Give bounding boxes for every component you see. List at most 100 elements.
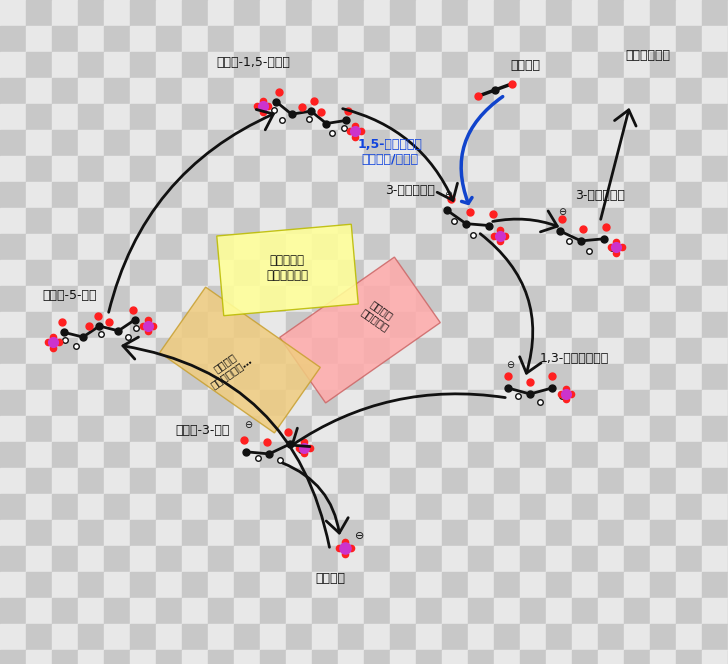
Bar xyxy=(208,468,234,494)
Bar xyxy=(468,494,494,520)
Bar xyxy=(26,182,52,208)
Bar xyxy=(78,26,104,52)
Bar xyxy=(260,156,286,182)
Bar xyxy=(546,650,572,664)
Bar xyxy=(52,234,78,260)
Bar xyxy=(130,416,156,442)
Bar xyxy=(650,338,676,364)
Bar xyxy=(468,0,494,26)
Bar xyxy=(390,494,416,520)
Bar xyxy=(676,338,702,364)
Bar xyxy=(104,104,130,130)
Bar xyxy=(468,182,494,208)
Bar xyxy=(0,26,26,52)
Bar xyxy=(0,338,26,364)
Text: ⊖: ⊖ xyxy=(558,207,566,217)
Bar xyxy=(130,26,156,52)
Bar xyxy=(0,598,26,624)
Bar xyxy=(182,0,208,26)
Bar xyxy=(416,208,442,234)
Bar xyxy=(260,52,286,78)
Bar xyxy=(182,286,208,312)
Bar xyxy=(416,572,442,598)
Bar xyxy=(260,130,286,156)
Bar xyxy=(104,624,130,650)
Bar xyxy=(468,598,494,624)
Bar xyxy=(312,442,338,468)
Bar xyxy=(0,364,26,390)
Text: 中央代謝途徑: 中央代謝途徑 xyxy=(625,48,670,62)
Bar xyxy=(260,286,286,312)
Bar xyxy=(572,208,598,234)
Bar xyxy=(338,0,364,26)
Bar xyxy=(0,182,26,208)
Bar xyxy=(286,104,312,130)
Bar xyxy=(26,546,52,572)
Bar xyxy=(104,312,130,338)
Bar xyxy=(182,78,208,104)
Bar xyxy=(260,104,286,130)
Bar xyxy=(312,260,338,286)
Bar xyxy=(702,312,728,338)
Bar xyxy=(156,312,182,338)
Bar xyxy=(494,572,520,598)
Bar xyxy=(104,572,130,598)
Bar xyxy=(78,650,104,664)
Bar xyxy=(702,0,728,26)
Bar xyxy=(442,650,468,664)
Bar xyxy=(364,0,390,26)
Bar xyxy=(416,52,442,78)
Bar xyxy=(26,312,52,338)
Bar xyxy=(546,234,572,260)
Bar xyxy=(130,442,156,468)
Bar xyxy=(676,572,702,598)
Bar xyxy=(442,624,468,650)
Bar xyxy=(338,286,364,312)
Bar xyxy=(650,546,676,572)
Bar xyxy=(104,52,130,78)
Bar xyxy=(156,390,182,416)
Bar xyxy=(182,416,208,442)
Bar xyxy=(572,26,598,52)
Bar xyxy=(442,0,468,26)
Bar xyxy=(702,338,728,364)
Bar xyxy=(182,26,208,52)
Bar xyxy=(650,0,676,26)
Bar xyxy=(208,78,234,104)
Bar xyxy=(156,286,182,312)
Bar xyxy=(702,182,728,208)
Bar xyxy=(52,546,78,572)
Bar xyxy=(676,390,702,416)
Bar xyxy=(494,286,520,312)
Bar xyxy=(650,468,676,494)
Bar xyxy=(156,338,182,364)
Text: 3-磷酸甸油酸: 3-磷酸甸油酸 xyxy=(385,183,435,197)
Bar xyxy=(442,494,468,520)
Bar xyxy=(494,468,520,494)
Bar xyxy=(104,0,130,26)
Bar xyxy=(702,78,728,104)
Bar xyxy=(416,312,442,338)
Bar xyxy=(416,130,442,156)
Bar xyxy=(676,156,702,182)
Bar xyxy=(416,104,442,130)
Bar xyxy=(598,130,624,156)
Bar xyxy=(624,78,650,104)
Bar xyxy=(78,104,104,130)
Bar xyxy=(338,260,364,286)
Bar xyxy=(104,494,130,520)
Bar xyxy=(468,208,494,234)
Bar xyxy=(676,312,702,338)
Bar xyxy=(234,130,260,156)
Bar xyxy=(338,442,364,468)
Bar xyxy=(338,390,364,416)
Bar xyxy=(520,260,546,286)
Bar xyxy=(572,104,598,130)
Bar xyxy=(364,182,390,208)
Bar xyxy=(104,234,130,260)
Bar xyxy=(78,286,104,312)
Bar xyxy=(442,26,468,52)
Bar xyxy=(26,52,52,78)
Bar xyxy=(520,598,546,624)
Bar xyxy=(156,494,182,520)
